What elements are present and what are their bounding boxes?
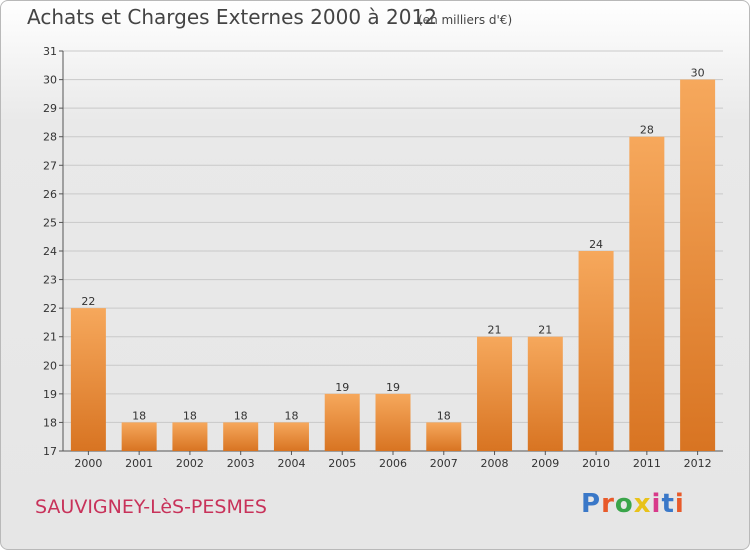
bar-2009 <box>527 336 563 451</box>
x-tick-label: 2000 <box>74 457 102 470</box>
bar-2003 <box>223 422 259 451</box>
data-label: 18 <box>437 409 451 422</box>
x-tick-label: 2006 <box>379 457 407 470</box>
town-name: SAUVIGNEY-LèS-PESMES <box>35 496 267 518</box>
y-tick-label: 27 <box>43 159 57 172</box>
logo-letter: P <box>581 489 602 519</box>
x-tick-label: 2002 <box>176 457 204 470</box>
x-tick-label: 2011 <box>633 457 661 470</box>
x-tick-label: 2005 <box>328 457 356 470</box>
x-tick-label: 2001 <box>125 457 153 470</box>
x-tick-label: 2003 <box>227 457 255 470</box>
x-tick-label: 2012 <box>684 457 712 470</box>
labels: 17 18 19 20 21 22 23 24 25 26 27 28 29 30 31 2000 22 2001… <box>43 45 712 470</box>
data-label: 18 <box>234 409 248 422</box>
x-tick-label: 2010 <box>582 457 610 470</box>
bar-2010 <box>578 251 614 451</box>
data-label: 24 <box>589 238 603 251</box>
logo-letter: x <box>633 489 652 519</box>
y-tick-label: 20 <box>43 359 57 372</box>
data-label: 30 <box>691 67 705 80</box>
y-tick-label: 31 <box>43 45 57 58</box>
logo-letter: o <box>614 489 634 519</box>
bar-2006 <box>375 393 411 451</box>
data-label: 19 <box>335 381 349 394</box>
data-label: 21 <box>488 324 502 337</box>
bar-2001 <box>121 422 157 451</box>
logo-letter: r <box>601 489 615 519</box>
chart-title: Achats et Charges Externes 2000 à 2012 <box>27 5 437 29</box>
bar-2008 <box>477 336 513 451</box>
data-label: 18 <box>284 409 298 422</box>
proxiti-logo: Proxiti <box>581 489 685 519</box>
logo-letter: i <box>651 489 662 519</box>
y-tick-label: 24 <box>43 245 57 258</box>
bar-2007 <box>426 422 462 451</box>
logo-letter: t <box>661 489 675 519</box>
data-label: 18 <box>183 409 197 422</box>
bar-2000 <box>70 308 106 451</box>
y-tick-label: 23 <box>43 274 57 287</box>
x-tick-label: 2009 <box>531 457 559 470</box>
y-tick-label: 18 <box>43 416 57 429</box>
y-tick-label: 19 <box>43 388 57 401</box>
y-tick-label: 21 <box>43 331 57 344</box>
logo-letter: i <box>674 489 685 519</box>
y-tick-label: 30 <box>43 74 57 87</box>
y-tick-label: 29 <box>43 102 57 115</box>
x-tick-label: 2007 <box>430 457 458 470</box>
y-tick-label: 28 <box>43 131 57 144</box>
bar-2012 <box>680 79 716 452</box>
x-tick-label: 2004 <box>277 457 305 470</box>
bar-2004 <box>273 422 309 451</box>
data-label: 18 <box>132 409 146 422</box>
chart-unit: (en milliers d'€) <box>418 13 513 27</box>
bar-2005 <box>324 393 360 451</box>
bars <box>70 79 716 452</box>
x-tick-label: 2008 <box>481 457 509 470</box>
y-tick-label: 26 <box>43 188 57 201</box>
bar-2011 <box>629 136 665 451</box>
bar-2002 <box>172 422 208 451</box>
data-label: 28 <box>640 124 654 137</box>
y-tick-label: 17 <box>43 445 57 458</box>
y-tick-label: 22 <box>43 302 57 315</box>
data-label: 22 <box>81 295 95 308</box>
y-tick-label: 25 <box>43 216 57 229</box>
data-label: 19 <box>386 381 400 394</box>
data-label: 21 <box>538 324 552 337</box>
